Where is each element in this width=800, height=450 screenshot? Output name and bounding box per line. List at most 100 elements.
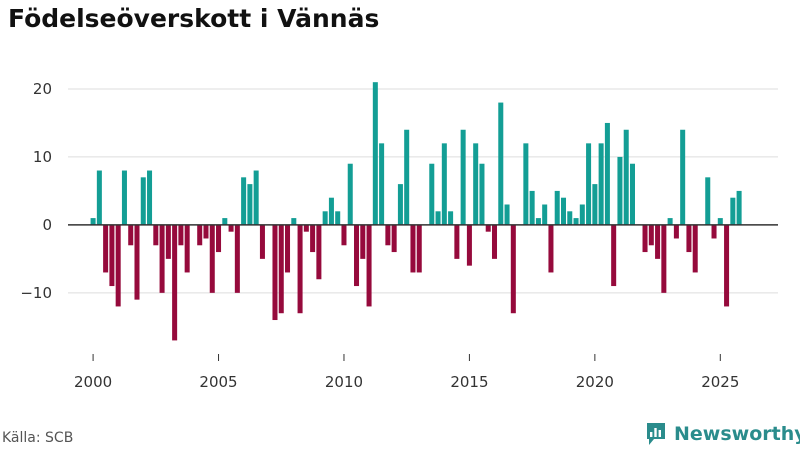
bar xyxy=(448,211,454,225)
bar xyxy=(692,224,698,273)
gridlines xyxy=(68,88,778,294)
bar xyxy=(542,204,548,225)
bar xyxy=(567,211,573,225)
y-tick-label: 10 xyxy=(33,148,52,166)
bar xyxy=(341,224,347,246)
bars xyxy=(90,82,742,341)
bar xyxy=(491,224,498,259)
y-tick-label: 20 xyxy=(33,80,52,98)
bar xyxy=(272,224,278,321)
bar xyxy=(673,224,679,239)
bar xyxy=(115,224,121,307)
x-tick-label: 2010 xyxy=(325,373,363,391)
bar xyxy=(460,129,466,225)
x-tick-label: 2000 xyxy=(74,373,112,391)
bar xyxy=(592,184,598,225)
bar xyxy=(560,197,567,225)
bar xyxy=(366,224,372,307)
bar xyxy=(435,211,441,225)
bar xyxy=(548,224,554,273)
brand-logo: Newsworthy xyxy=(645,420,800,448)
bar xyxy=(234,224,240,293)
bar xyxy=(711,224,717,239)
bar xyxy=(661,224,667,293)
bar xyxy=(441,143,447,225)
bar xyxy=(128,224,134,246)
bar xyxy=(667,218,673,225)
bar xyxy=(216,224,222,253)
bar xyxy=(184,224,190,273)
bar xyxy=(554,190,560,225)
bar xyxy=(535,218,541,225)
bar xyxy=(372,82,378,225)
bar xyxy=(303,224,309,232)
bar xyxy=(623,129,629,225)
chart-title: Födelseöverskott i Vännäs xyxy=(8,4,380,33)
y-tick-label: −10 xyxy=(20,284,52,302)
brand-name: Newsworthy xyxy=(674,423,800,445)
bar xyxy=(479,163,485,225)
bar xyxy=(586,143,592,225)
bar xyxy=(96,170,102,225)
bar xyxy=(416,224,422,273)
bar xyxy=(197,224,203,246)
bar xyxy=(529,190,535,225)
bar xyxy=(385,224,391,246)
bar xyxy=(397,184,403,225)
bar xyxy=(291,218,297,225)
bar xyxy=(498,102,504,225)
bar xyxy=(310,224,316,253)
bar xyxy=(579,204,585,225)
x-tick-label: 2005 xyxy=(199,373,237,391)
x-axis-ticks: 2000 2005 2010 2015 2020 2025 xyxy=(74,354,739,391)
bar xyxy=(655,224,661,259)
bar xyxy=(504,204,510,225)
bar xyxy=(717,218,723,225)
bar xyxy=(648,224,654,246)
bar xyxy=(611,224,617,287)
bar xyxy=(159,224,165,293)
bar xyxy=(259,224,265,259)
bar xyxy=(109,224,115,287)
bar xyxy=(103,224,109,273)
bar xyxy=(203,224,209,239)
x-tick-label: 2020 xyxy=(576,373,614,391)
bar xyxy=(147,170,153,225)
x-tick-label: 2015 xyxy=(450,373,488,391)
bar xyxy=(297,224,303,314)
bar xyxy=(736,190,742,225)
y-tick-label: 0 xyxy=(42,216,52,234)
bar xyxy=(466,224,472,266)
y-axis-ticks: −10 0 10 20 xyxy=(20,80,52,302)
bar xyxy=(705,177,711,225)
bar xyxy=(510,224,516,314)
bar xyxy=(629,163,635,225)
bar xyxy=(686,224,692,253)
bar xyxy=(140,177,146,225)
bar xyxy=(604,122,610,225)
bar xyxy=(485,224,491,232)
bar xyxy=(523,143,529,225)
bar xyxy=(165,224,171,259)
bar xyxy=(153,224,159,246)
bar xyxy=(322,211,328,225)
bar xyxy=(473,143,479,225)
bar xyxy=(247,184,253,225)
bar xyxy=(360,224,366,259)
bar xyxy=(404,129,410,225)
bar xyxy=(724,224,730,307)
bar xyxy=(316,224,322,280)
newsworthy-chart-icon xyxy=(647,423,665,445)
bar xyxy=(90,218,96,225)
bar xyxy=(228,224,234,232)
bar xyxy=(354,224,360,287)
bar xyxy=(680,129,686,225)
bar xyxy=(285,224,291,273)
source-note: Källa: SCB xyxy=(2,430,74,446)
bar xyxy=(209,224,215,293)
bar xyxy=(328,197,334,225)
bar xyxy=(429,163,435,225)
bar xyxy=(598,143,604,225)
bar xyxy=(347,163,353,225)
